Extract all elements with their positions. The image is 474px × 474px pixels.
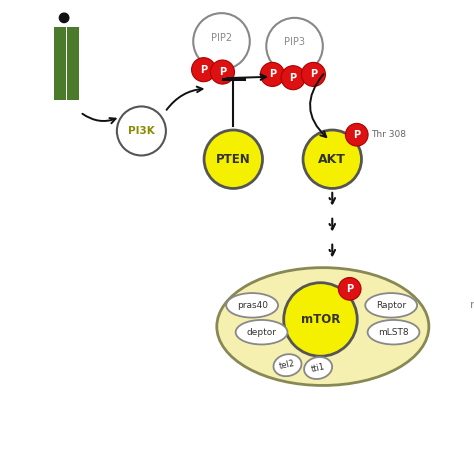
Circle shape: [204, 130, 263, 189]
Ellipse shape: [226, 293, 278, 318]
Text: PI3K: PI3K: [128, 126, 155, 136]
Text: P: P: [200, 64, 207, 75]
Circle shape: [210, 60, 235, 84]
Ellipse shape: [273, 354, 301, 376]
Circle shape: [281, 66, 305, 90]
Ellipse shape: [217, 268, 429, 385]
Text: AKT: AKT: [319, 153, 346, 166]
Ellipse shape: [365, 293, 417, 318]
Text: P: P: [353, 130, 360, 140]
Circle shape: [191, 58, 216, 82]
Text: P: P: [290, 73, 297, 82]
Bar: [67, 27, 79, 100]
Text: P: P: [346, 284, 353, 294]
Ellipse shape: [368, 320, 419, 345]
Text: PIP2: PIP2: [211, 33, 232, 43]
Circle shape: [193, 13, 250, 70]
Circle shape: [303, 130, 362, 189]
Circle shape: [284, 283, 357, 356]
Text: Raptor: Raptor: [376, 301, 406, 310]
Circle shape: [346, 123, 368, 146]
Text: tel2: tel2: [279, 359, 296, 371]
Text: P: P: [310, 69, 317, 80]
Text: PIP3: PIP3: [284, 37, 305, 47]
Text: pras40: pras40: [237, 301, 268, 310]
Text: tti1: tti1: [310, 362, 326, 374]
Text: r: r: [470, 301, 474, 310]
Text: Thr 308: Thr 308: [371, 130, 406, 139]
Text: mLST8: mLST8: [378, 328, 409, 337]
Circle shape: [59, 13, 69, 23]
Text: mTOR: mTOR: [301, 313, 340, 326]
Circle shape: [260, 63, 284, 86]
Text: P: P: [219, 67, 226, 77]
Text: PTEN: PTEN: [216, 153, 251, 166]
Ellipse shape: [236, 320, 288, 345]
Circle shape: [301, 63, 326, 86]
Circle shape: [266, 18, 323, 74]
Circle shape: [338, 278, 361, 300]
Bar: [54, 27, 65, 100]
Text: P: P: [269, 69, 276, 80]
Ellipse shape: [304, 357, 332, 379]
Circle shape: [117, 107, 166, 155]
Text: deptor: deptor: [246, 328, 276, 337]
